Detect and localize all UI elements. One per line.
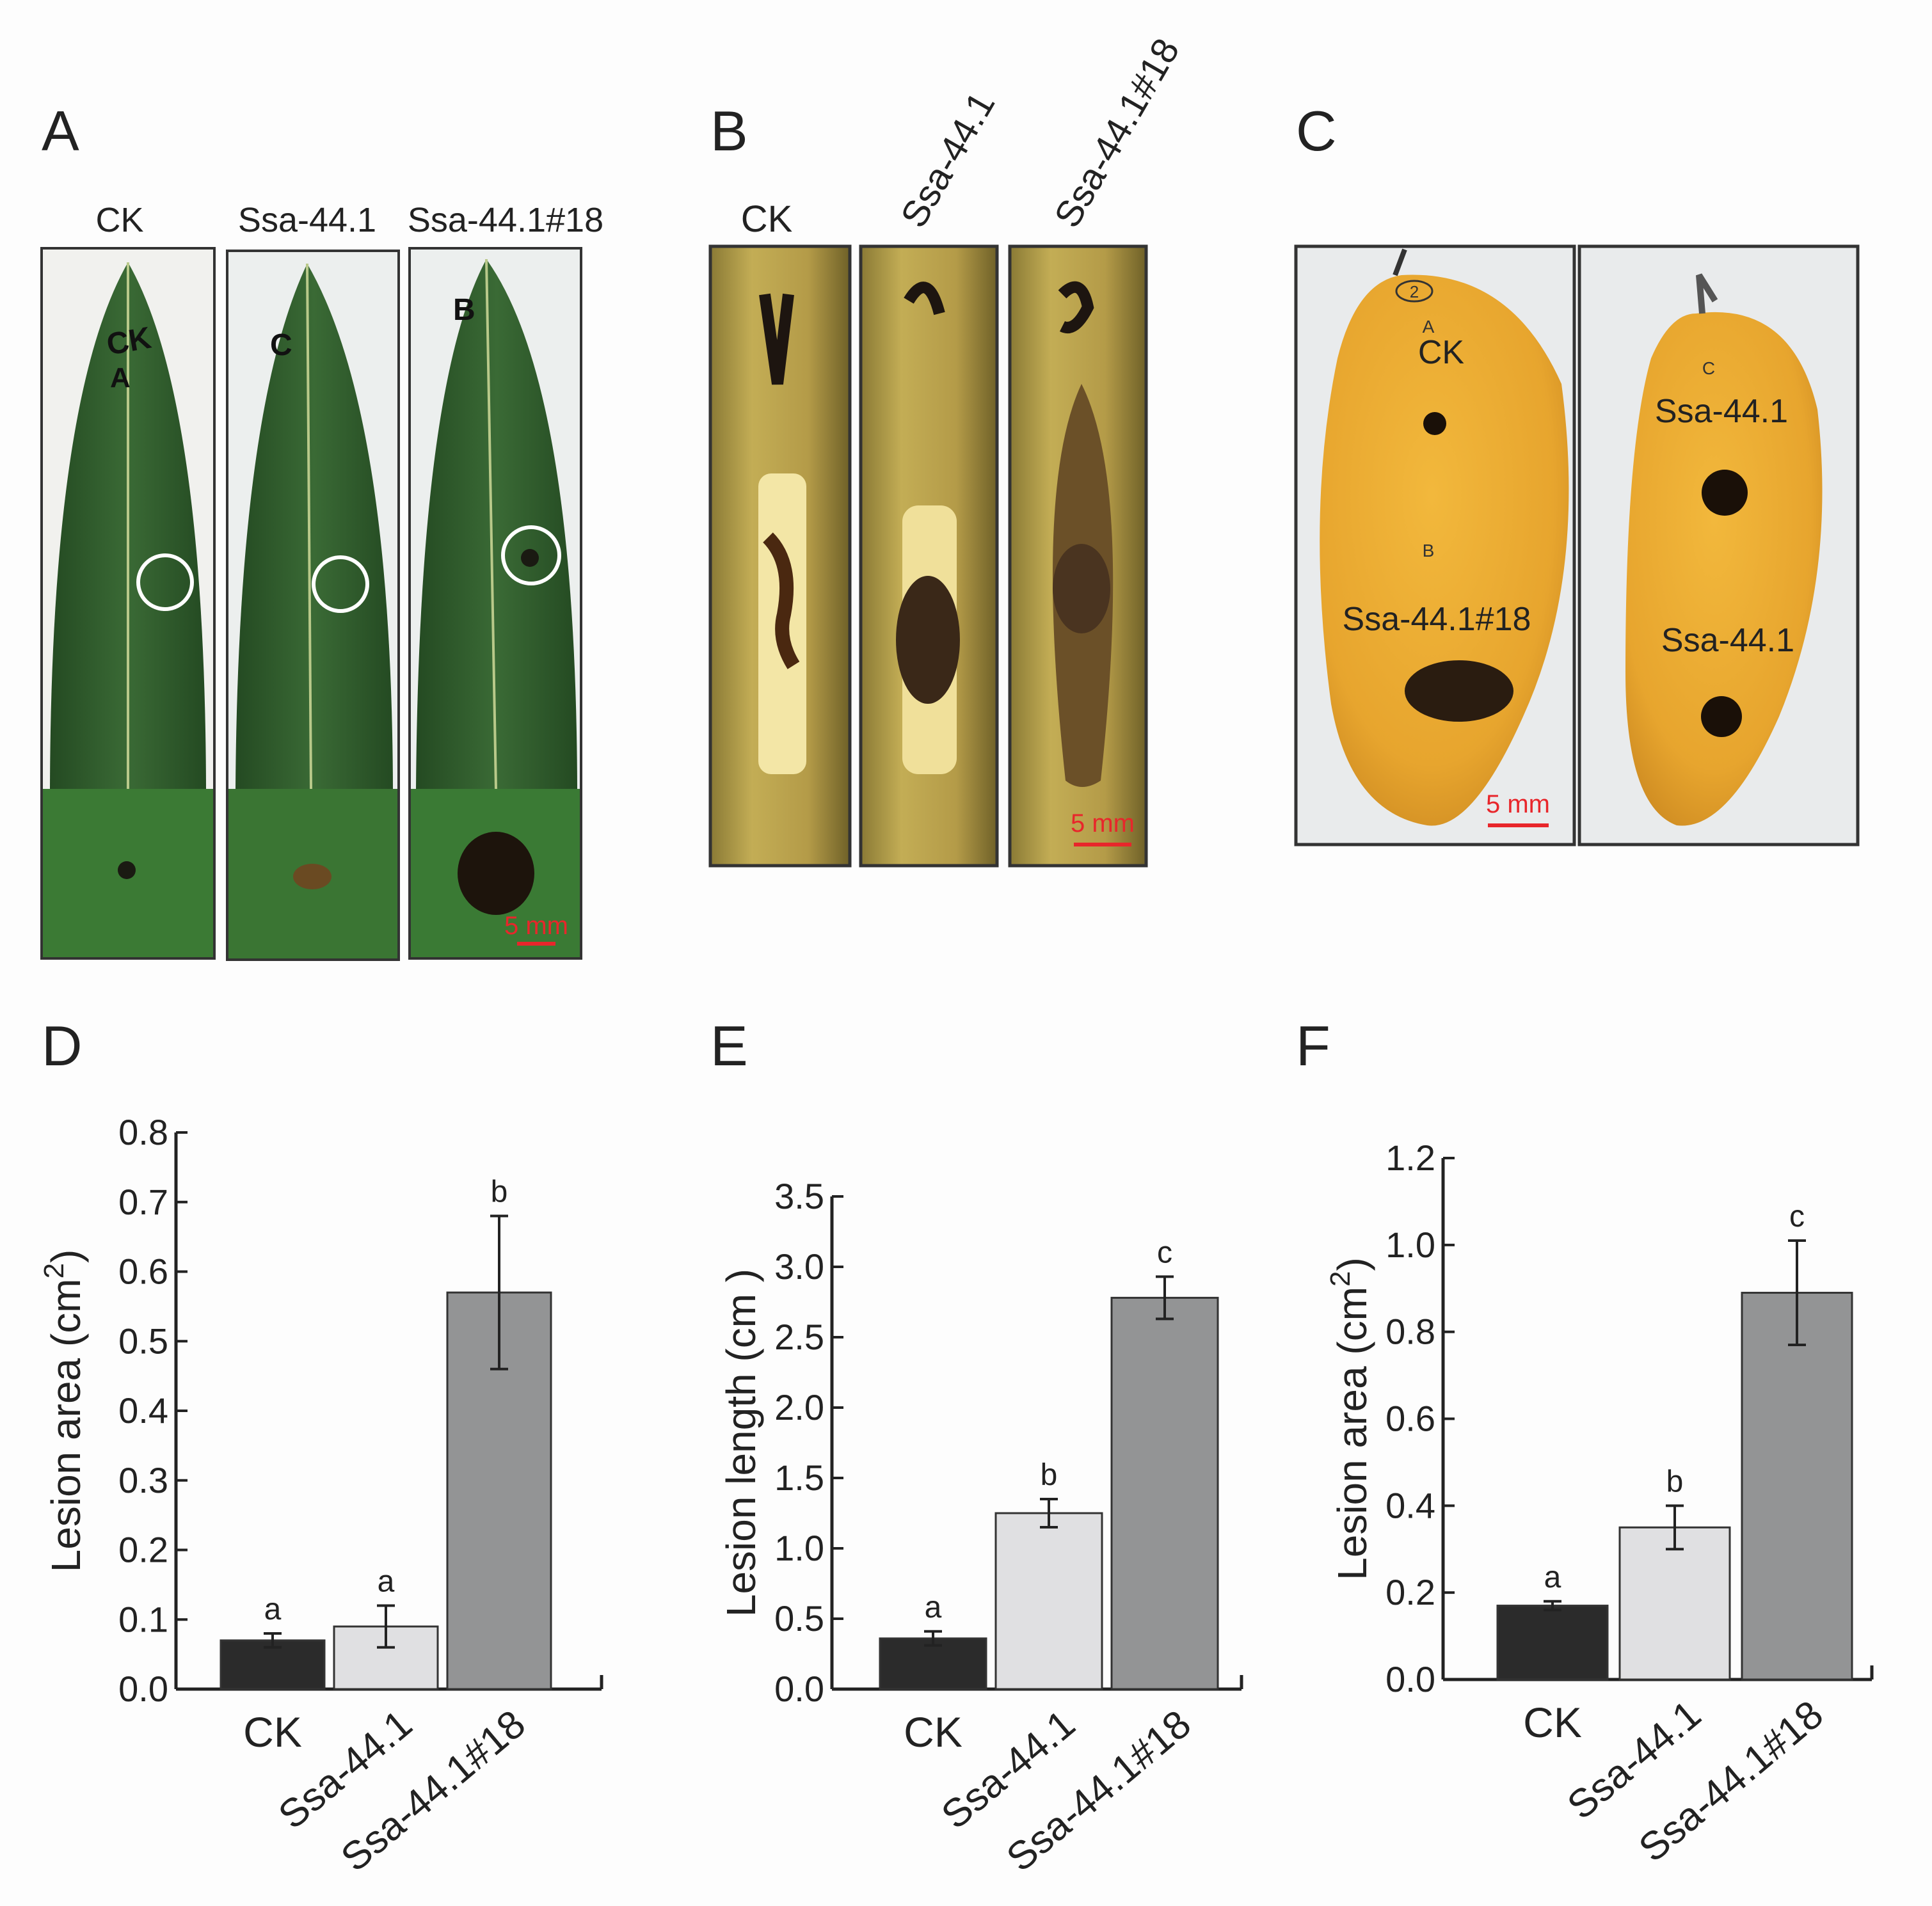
y-tick-label: 0.8 <box>118 1112 168 1152</box>
fruit-mark-b: B <box>1423 541 1435 560</box>
scale-label: 5 mm <box>1486 790 1550 818</box>
mango-photo-right: C Ssa-44.1 Ssa-44.1 <box>1577 244 1860 846</box>
leaf-mark-ck: CK <box>104 321 154 362</box>
panel-b-label-ssa: Ssa-44.1 <box>893 85 1003 235</box>
significance-letter: b <box>1666 1465 1684 1498</box>
mango-photo-left: 2 A CK B Ssa-44.1#18 5 mm <box>1294 244 1576 846</box>
chart-d: 0.0 0.1 0.2 0.3 0.4 0.5 0.6 0.7 0.8 Lesion area (… <box>38 1112 603 1880</box>
panel-e-letter: E <box>710 1014 748 1077</box>
leaf-photo-ssa18: B 5 mm <box>408 247 582 960</box>
x-tick-label: CK <box>904 1708 962 1756</box>
x-tick-label: CK <box>243 1708 302 1756</box>
panel-b-label-ck: CK <box>741 198 793 240</box>
y-tick-label: 1.0 <box>774 1528 824 1568</box>
fruit-mark-c: C <box>1702 358 1715 378</box>
y-tick-label: 0.5 <box>774 1598 824 1639</box>
panel-a-label-ck: CK <box>95 201 143 239</box>
bar-ck <box>879 1637 987 1690</box>
significance-letter: a <box>925 1591 942 1624</box>
panel-c: C 2 A CK B Ssa-44.1#18 5 mm C Ssa-44.1 S… <box>1294 99 1860 846</box>
stem-photo-ssa <box>859 244 999 868</box>
y-tick-label: 0.0 <box>1385 1659 1435 1699</box>
panel-d-letter: D <box>42 1014 83 1077</box>
y-tick-label: 0.4 <box>1385 1485 1435 1525</box>
fruit-label-ssa-bottom: Ssa-44.1 <box>1661 622 1794 659</box>
significance-letter: b <box>1041 1458 1058 1492</box>
y-tick-label: 1.2 <box>1385 1138 1435 1178</box>
panel-f: F 0.0 0.2 0.4 0.6 0.8 1.0 1.2 Lesion area (cm2)… <box>1296 1014 1874 1871</box>
y-tick-label: 0.2 <box>1385 1572 1435 1612</box>
y-tick-label: 2.5 <box>774 1317 824 1357</box>
panel-d: D 0.0 0.1 0.2 0.3 0.4 0.5 0.6 0.7 0.8 Lesion area… <box>38 1014 603 1880</box>
bar-ssa-44-1 <box>1618 1526 1731 1681</box>
significance-letter: c <box>1789 1200 1805 1234</box>
leaf-mark-c: C <box>270 328 292 362</box>
leaf-photo-ssa: C <box>226 250 400 961</box>
y-axis-label: Lesion area (cm2) <box>1325 1257 1375 1580</box>
bar-ssa-44-1 <box>994 1512 1103 1690</box>
y-tick-label: 0.0 <box>118 1669 168 1709</box>
y-tick-label: 0.6 <box>1385 1399 1435 1439</box>
y-tick-label: 1.5 <box>774 1457 824 1498</box>
chart-f: 0.0 0.2 0.4 0.6 0.8 1.0 1.2 Lesion area (cm2) a C… <box>1325 1138 1874 1871</box>
panel-e: E 0.0 0.5 1.0 1.5 2.0 2.5 3.0 3.5 Lesion length … <box>710 1014 1243 1880</box>
panel-b: B CK Ssa-44.1 Ssa-44.1#18 5 mm <box>708 31 1188 868</box>
bar-ssa-44-1-18 <box>1741 1292 1853 1681</box>
significance-letter: c <box>1157 1235 1172 1269</box>
panel-a-label-ssa: Ssa-44.1 <box>238 201 376 239</box>
stem-photo-ssa18: 5 mm <box>1008 244 1148 868</box>
leaf-mark-b: B <box>453 293 475 327</box>
y-axis-label: Lesion area (cm2) <box>38 1250 89 1573</box>
chart-e: 0.0 0.5 1.0 1.5 2.0 2.5 3.0 3.5 Lesion length (c… <box>718 1176 1243 1880</box>
x-tick-label: CK <box>1523 1699 1582 1746</box>
scale-label: 5 mm <box>504 912 568 940</box>
y-tick-label: 0.4 <box>118 1390 168 1431</box>
y-tick-label: 0.2 <box>118 1530 168 1570</box>
panel-b-letter: B <box>710 99 748 163</box>
significance-letter: a <box>264 1592 282 1626</box>
panel-b-label-ssa18: Ssa-44.1#18 <box>1046 31 1188 234</box>
y-axis-label: Lesion length (cm ) <box>718 1269 764 1617</box>
scale-label: 5 mm <box>1071 809 1135 838</box>
panel-a-label-ssa18: Ssa-44.1#18 <box>408 201 603 239</box>
inoculation-circle <box>312 555 369 613</box>
y-tick-label: 0.8 <box>1385 1312 1435 1352</box>
significance-letter: b <box>491 1175 508 1209</box>
panel-a-letter: A <box>42 99 79 163</box>
fruit-label-ssa-top: Ssa-44.1 <box>1655 393 1788 430</box>
panel-c-letter: C <box>1296 99 1337 163</box>
significance-letter: a <box>1544 1561 1561 1594</box>
panel-f-letter: F <box>1296 1014 1330 1077</box>
leaf-photo-ck: CK A <box>40 247 216 960</box>
bar-ck <box>1496 1605 1609 1681</box>
y-tick-label: 3.0 <box>774 1246 824 1287</box>
y-tick-label: 0.0 <box>774 1669 824 1709</box>
y-tick-label: 0.7 <box>118 1182 168 1222</box>
y-tick-label: 0.6 <box>118 1251 168 1292</box>
fruit-label-ck: CK <box>1418 334 1465 371</box>
y-tick-label: 0.5 <box>118 1321 168 1361</box>
panel-a: A CK Ssa-44.1 Ssa-44.1#18 CK A C <box>40 99 603 961</box>
fruit-mark-a: A <box>1423 317 1435 337</box>
y-tick-label: 3.5 <box>774 1176 824 1216</box>
y-tick-label: 0.3 <box>118 1460 168 1500</box>
y-tick-label: 1.0 <box>1385 1225 1435 1265</box>
inoculation-circle <box>501 525 561 585</box>
stem-photo-ck <box>708 244 852 868</box>
bar-ssa-44-1-18 <box>1110 1296 1219 1690</box>
significance-letter: a <box>378 1565 395 1599</box>
leaf-mark-a: A <box>110 362 131 393</box>
y-tick-label: 2.0 <box>774 1387 824 1427</box>
inoculation-circle <box>136 553 194 611</box>
fruit-label-ssa18: Ssa-44.1#18 <box>1343 601 1531 638</box>
fruit-mark-2: 2 <box>1410 282 1419 301</box>
y-tick-label: 0.1 <box>118 1599 168 1639</box>
